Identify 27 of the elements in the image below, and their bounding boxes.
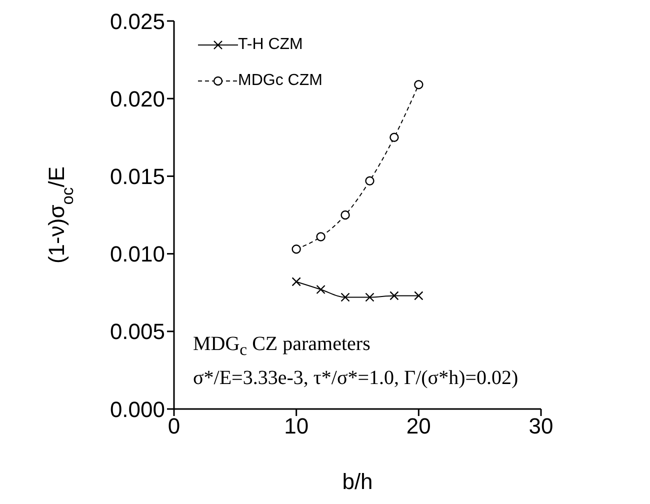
annotation: σ*/E=3.33e-3, τ*/σ*=1.0, Γ/(σ*h)=0.02) [193, 366, 518, 391]
y-tick-label: 0.025 [110, 8, 165, 34]
x-tick-label: 0 [168, 414, 180, 439]
annotation: MDG$_{c}$ CZ parameters [193, 332, 372, 361]
legend-label: MDGc CZM [238, 72, 322, 90]
legend-label: T-H CZM [238, 36, 303, 54]
point [316, 232, 326, 242]
point [316, 284, 326, 294]
point [390, 291, 399, 300]
y-tick-label: 0.020 [110, 86, 165, 112]
point [365, 176, 374, 186]
x-tick-label: 20 [406, 414, 431, 439]
y-tick-label: 0.000 [110, 396, 165, 422]
point [414, 80, 424, 90]
x-tick-label: 10 [284, 414, 309, 439]
point [340, 292, 350, 302]
point [340, 210, 350, 220]
y-tick-label: 0.005 [110, 319, 165, 344]
x-axis-title: b/h [342, 469, 373, 494]
x-tick-label: 30 [528, 414, 554, 439]
y-tick-label: 0.015 [110, 164, 165, 190]
point [365, 292, 374, 302]
point [292, 244, 301, 254]
point [292, 277, 301, 286]
point [414, 291, 424, 300]
point [390, 132, 399, 142]
y-tick-label: 0.010 [110, 242, 165, 267]
